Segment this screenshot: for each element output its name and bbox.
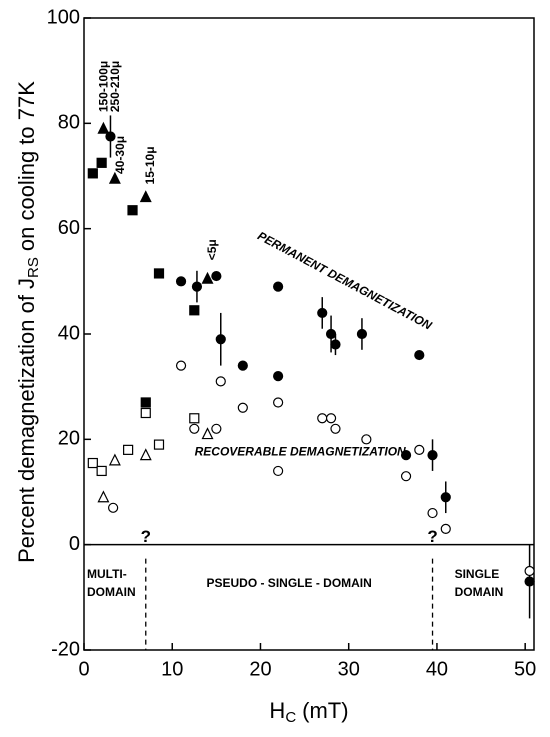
circle-point: [273, 281, 284, 292]
circle-point: [524, 576, 535, 587]
circle-point: [191, 281, 203, 292]
y-tick-label: 100: [47, 6, 80, 28]
circle-point: [400, 450, 412, 461]
y-axis-label-suffix: on cooling to 77K: [14, 81, 39, 251]
region-label: MULTI-: [87, 567, 127, 581]
y-tick-label: 0: [69, 533, 80, 555]
y-axis-label-main: Percent demagnetization of J: [14, 278, 39, 563]
x-tick-label: 40: [426, 658, 448, 680]
circle-point: [273, 371, 284, 382]
square-point: [189, 305, 200, 316]
y-axis-label-sub: RS: [25, 257, 42, 278]
square-point: [96, 465, 107, 477]
triangle-point: [139, 190, 152, 203]
circle-point: [325, 328, 337, 340]
x-tick-label: 0: [78, 658, 89, 680]
circle-point: [273, 397, 284, 408]
x-axis-label: HC (mT): [269, 698, 348, 726]
y-tick-label: 40: [58, 322, 80, 344]
circle-point: [108, 502, 119, 513]
circle-point: [361, 434, 372, 445]
circle-point: [215, 376, 226, 387]
annotation: RECOVERABLE DEMAGNETIZATION: [195, 445, 406, 459]
circle-point: [330, 339, 341, 350]
circle-point: [440, 492, 451, 503]
circle-point: [211, 270, 222, 282]
triangle-point: [108, 171, 121, 184]
circle-point: [414, 444, 425, 455]
y-tick-label: 60: [58, 217, 80, 239]
triangle-point: [97, 490, 110, 503]
boundary-label: ?: [427, 527, 437, 546]
size-label: 250-210μ: [108, 61, 122, 112]
circle-point: [273, 465, 284, 477]
x-axis-label-main: H: [269, 698, 285, 723]
region-label: PSEUDO - SINGLE - DOMAIN: [206, 576, 371, 590]
circle-point: [524, 565, 535, 577]
circle-point: [175, 360, 187, 371]
triangle-point: [108, 453, 121, 466]
triangle-point: [201, 427, 214, 440]
region-label: DOMAIN: [455, 585, 504, 599]
y-tick-label: 20: [58, 428, 80, 450]
square-point: [153, 439, 165, 450]
x-axis-label-sub: C: [285, 709, 296, 726]
circle-point: [325, 413, 337, 424]
circle-point: [237, 402, 248, 413]
x-tick-label: 10: [161, 658, 183, 680]
x-tick-label: 30: [338, 658, 360, 680]
square-point: [127, 205, 138, 216]
circle-point: [317, 307, 328, 319]
boundary-label: ?: [141, 527, 151, 546]
square-point: [153, 268, 165, 279]
circle-point: [317, 413, 328, 424]
circle-point: [175, 276, 187, 287]
circle-point: [105, 131, 116, 142]
triangle-point: [97, 121, 110, 134]
square-point: [189, 413, 200, 424]
circle-point: [427, 507, 438, 519]
y-tick-label: -20: [51, 638, 80, 660]
x-tick-label: 50: [514, 658, 536, 680]
square-point: [140, 407, 151, 419]
y-tick-label: 80: [58, 112, 80, 134]
circle-point: [427, 450, 438, 461]
triangle-point: [201, 271, 214, 284]
region-label: SINGLE: [455, 567, 500, 581]
size-label: 15-10μ: [143, 146, 157, 184]
annotation: PERMANENT DEMAGNETIZATION: [255, 229, 434, 333]
circle-point: [356, 328, 368, 340]
square-point: [96, 157, 107, 168]
circle-point: [237, 360, 248, 371]
circle-point: [215, 334, 226, 345]
circle-point: [189, 423, 200, 434]
size-label: 150-100μ: [96, 61, 110, 112]
size-label: 40-30μ: [113, 136, 127, 174]
square-point: [87, 457, 98, 469]
triangle-point: [139, 448, 152, 461]
region-label: DOMAIN: [87, 585, 136, 599]
circle-point: [440, 523, 451, 534]
x-axis-label-suffix: (mT): [302, 698, 348, 723]
x-tick-label: 20: [249, 658, 271, 680]
square-point: [87, 168, 98, 179]
circle-point: [414, 349, 425, 361]
circle-point: [400, 471, 412, 482]
size-label: <5μ: [205, 239, 219, 260]
y-axis-label: Percent demagnetization of JRS on cooling…: [14, 81, 42, 563]
circle-point: [330, 423, 341, 434]
square-point: [140, 397, 151, 408]
plot-frame: [83, 17, 535, 651]
square-point: [123, 444, 134, 455]
circle-point: [211, 423, 222, 434]
